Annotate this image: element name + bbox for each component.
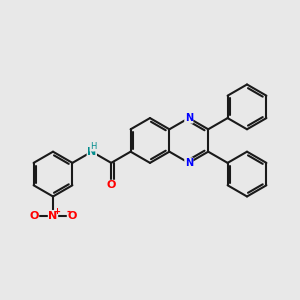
Text: N: N <box>87 147 96 157</box>
Text: N: N <box>185 113 193 123</box>
Text: O: O <box>29 211 39 220</box>
Text: O: O <box>106 180 116 190</box>
Text: -: - <box>66 206 70 217</box>
Text: N: N <box>48 211 58 220</box>
Text: H: H <box>90 142 96 151</box>
Text: +: + <box>53 207 61 216</box>
Text: O: O <box>68 211 77 220</box>
Text: N: N <box>185 158 193 168</box>
